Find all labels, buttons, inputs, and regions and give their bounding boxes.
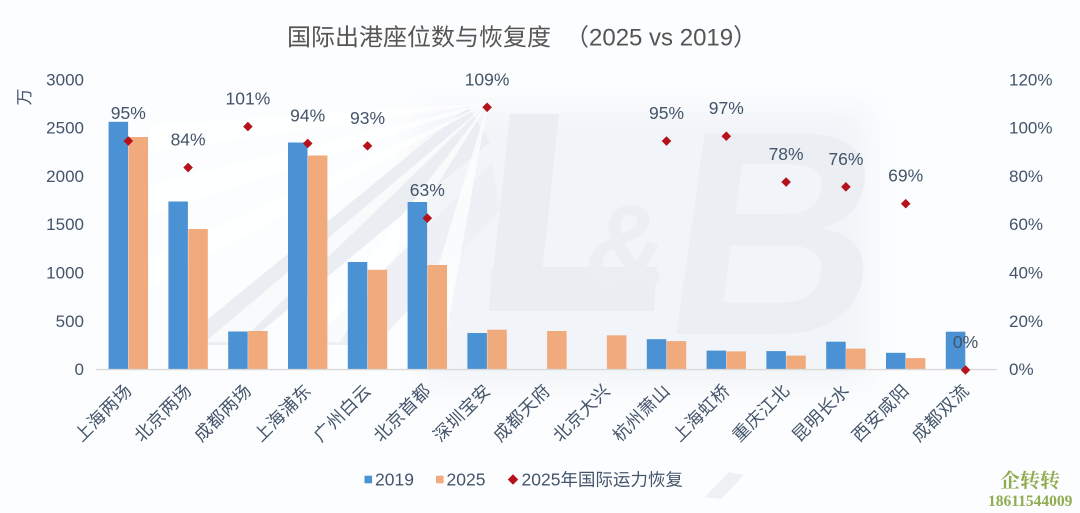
svg-text:69%: 69% — [888, 166, 923, 186]
svg-text:100%: 100% — [1009, 119, 1052, 138]
svg-text:120%: 120% — [1009, 70, 1052, 89]
svg-text:0%: 0% — [953, 332, 978, 352]
svg-text:80%: 80% — [1009, 167, 1043, 186]
svg-text:2025: 2025 — [522, 470, 561, 490]
svg-text:76%: 76% — [828, 149, 863, 169]
svg-text:20%: 20% — [1009, 312, 1043, 331]
svg-text:500: 500 — [56, 312, 84, 331]
svg-text:2025: 2025 — [447, 470, 486, 490]
svg-text:94%: 94% — [290, 105, 325, 125]
svg-text:97%: 97% — [709, 98, 744, 118]
svg-text:2025 vs 2019: 2025 vs 2019 — [589, 25, 733, 52]
svg-text:78%: 78% — [769, 144, 804, 164]
svg-text:3000: 3000 — [46, 70, 84, 89]
svg-text:84%: 84% — [171, 130, 206, 150]
svg-text:1500: 1500 — [46, 215, 84, 234]
svg-text:95%: 95% — [111, 103, 146, 123]
svg-text:95%: 95% — [649, 103, 684, 123]
svg-text:101%: 101% — [226, 89, 271, 109]
svg-text:93%: 93% — [350, 108, 385, 128]
svg-text:109%: 109% — [465, 69, 510, 89]
svg-text:60%: 60% — [1009, 215, 1043, 234]
svg-text:1000: 1000 — [46, 264, 84, 283]
svg-text:B: B — [648, 70, 905, 396]
svg-text:2500: 2500 — [46, 119, 84, 138]
svg-text:2019: 2019 — [375, 470, 414, 490]
svg-text:18611544009: 18611544009 — [988, 493, 1073, 510]
svg-text:&: & — [578, 181, 677, 306]
svg-text:63%: 63% — [410, 180, 445, 200]
svg-text:0: 0 — [75, 360, 84, 379]
svg-text:40%: 40% — [1009, 264, 1043, 283]
svg-text:0%: 0% — [1009, 360, 1034, 379]
svg-text:2000: 2000 — [46, 167, 84, 186]
